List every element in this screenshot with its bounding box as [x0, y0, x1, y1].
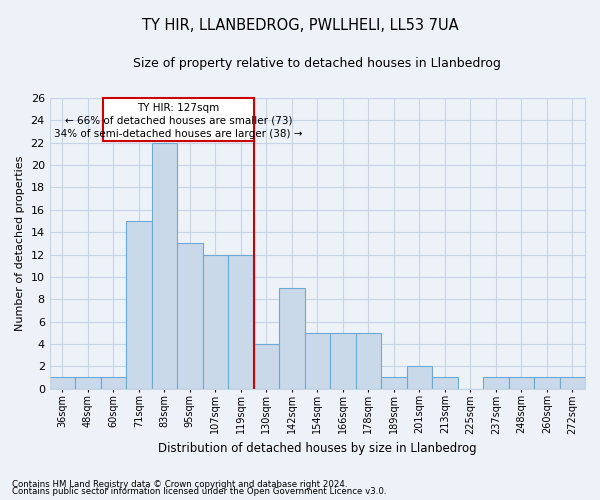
Bar [228, 254, 254, 388]
Bar [203, 254, 228, 388]
Bar [279, 288, 305, 388]
Bar [509, 378, 534, 388]
Bar [330, 332, 356, 388]
Bar [254, 344, 279, 389]
Bar [381, 378, 407, 388]
Bar [101, 378, 126, 388]
Text: TY HIR, LLANBEDROG, PWLLHELI, LL53 7UA: TY HIR, LLANBEDROG, PWLLHELI, LL53 7UA [142, 18, 458, 32]
Bar [50, 378, 75, 388]
Y-axis label: Number of detached properties: Number of detached properties [15, 156, 25, 331]
Bar [152, 143, 177, 388]
Text: ← 66% of detached houses are smaller (73): ← 66% of detached houses are smaller (73… [65, 116, 292, 126]
X-axis label: Distribution of detached houses by size in Llanbedrog: Distribution of detached houses by size … [158, 442, 476, 455]
Bar [534, 378, 560, 388]
Bar [177, 244, 203, 388]
Bar [126, 221, 152, 388]
Bar [483, 378, 509, 388]
FancyBboxPatch shape [103, 98, 254, 140]
Bar [432, 378, 458, 388]
Bar [560, 378, 585, 388]
Text: Contains public sector information licensed under the Open Government Licence v3: Contains public sector information licen… [12, 487, 386, 496]
Bar [356, 332, 381, 388]
Text: Contains HM Land Registry data © Crown copyright and database right 2024.: Contains HM Land Registry data © Crown c… [12, 480, 347, 489]
Title: Size of property relative to detached houses in Llanbedrog: Size of property relative to detached ho… [133, 58, 501, 70]
Text: TY HIR: 127sqm: TY HIR: 127sqm [137, 102, 220, 113]
Bar [407, 366, 432, 388]
Text: 34% of semi-detached houses are larger (38) →: 34% of semi-detached houses are larger (… [54, 130, 302, 140]
Bar [75, 378, 101, 388]
Bar [305, 332, 330, 388]
